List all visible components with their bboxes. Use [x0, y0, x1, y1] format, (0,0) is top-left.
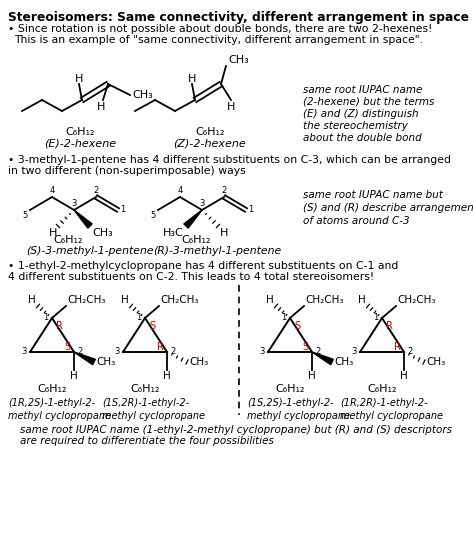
- Text: the stereochemistry: the stereochemistry: [303, 121, 408, 131]
- Text: H: H: [49, 228, 57, 238]
- Text: C₆H₁₂: C₆H₁₂: [65, 127, 95, 137]
- Text: same root IUPAC name: same root IUPAC name: [303, 85, 422, 95]
- Text: S: S: [302, 342, 308, 352]
- Text: H: H: [358, 295, 366, 305]
- Text: (1S,2S)-1-ethyl-2-
methyl cyclopropane: (1S,2S)-1-ethyl-2- methyl cyclopropane: [247, 398, 350, 421]
- Text: H₃C: H₃C: [163, 228, 184, 238]
- Text: 5: 5: [23, 211, 28, 220]
- Text: H: H: [97, 102, 105, 112]
- Text: are required to differentiate the four possibilities: are required to differentiate the four p…: [20, 436, 274, 446]
- Text: 4: 4: [177, 186, 182, 195]
- Text: 2: 2: [221, 186, 227, 195]
- Text: CH₃: CH₃: [92, 228, 113, 238]
- Text: 5: 5: [151, 211, 156, 220]
- Text: S: S: [149, 321, 155, 331]
- Text: 2: 2: [407, 348, 412, 356]
- Text: about the double bond: about the double bond: [303, 133, 422, 143]
- Text: H: H: [188, 74, 196, 84]
- Text: CH₂CH₃: CH₂CH₃: [160, 295, 199, 305]
- Text: H: H: [400, 371, 408, 381]
- Polygon shape: [184, 210, 202, 228]
- Text: 3: 3: [352, 348, 357, 356]
- Text: 1: 1: [281, 313, 286, 323]
- Text: 1: 1: [248, 206, 253, 214]
- Text: (1S,2R)-1-ethyl-2-
methyl cyclopropane: (1S,2R)-1-ethyl-2- methyl cyclopropane: [102, 398, 205, 421]
- Text: 1: 1: [120, 206, 125, 214]
- Text: 3: 3: [115, 348, 120, 356]
- Text: C₆H₁₂: C₆H₁₂: [37, 384, 67, 394]
- Text: This is an example of "same connectivity, different arrangement in space".: This is an example of "same connectivity…: [14, 35, 423, 45]
- Text: 3: 3: [260, 348, 265, 356]
- Text: (E)-2-hexene: (E)-2-hexene: [44, 139, 116, 149]
- Text: CH₂CH₃: CH₂CH₃: [67, 295, 106, 305]
- Text: 2: 2: [315, 348, 320, 356]
- Text: S: S: [294, 321, 300, 331]
- Text: C₆H₁₂: C₆H₁₂: [130, 384, 160, 394]
- Text: H: H: [70, 371, 78, 381]
- Text: • 1-ethyl-2-methylcyclopropane has 4 different substituents on C-1 and: • 1-ethyl-2-methylcyclopropane has 4 dif…: [8, 261, 398, 271]
- Text: 3: 3: [71, 199, 77, 208]
- Text: same root IUPAC name but: same root IUPAC name but: [303, 190, 443, 200]
- Text: 1: 1: [43, 313, 48, 323]
- Text: CH₃: CH₃: [132, 90, 153, 100]
- Text: of atoms around C-3: of atoms around C-3: [303, 216, 410, 226]
- Text: R: R: [157, 342, 164, 352]
- Text: H: H: [163, 371, 171, 381]
- Text: same root IUPAC name (1-ethyl-2-methyl cyclopropane) but (R) and (S) descriptors: same root IUPAC name (1-ethyl-2-methyl c…: [20, 425, 452, 435]
- Text: (2-hexene) but the terms: (2-hexene) but the terms: [303, 97, 434, 107]
- Text: 1: 1: [136, 313, 141, 323]
- Polygon shape: [312, 352, 333, 364]
- Text: C₆H₁₂: C₆H₁₂: [275, 384, 305, 394]
- Text: 3: 3: [22, 348, 27, 356]
- Text: CH₃: CH₃: [189, 357, 208, 367]
- Text: (1R,2S)-1-ethyl-2-
methyl cyclopropane: (1R,2S)-1-ethyl-2- methyl cyclopropane: [8, 398, 111, 421]
- Text: CH₂CH₃: CH₂CH₃: [397, 295, 436, 305]
- Text: H: H: [266, 295, 274, 305]
- Text: C₆H₁₂: C₆H₁₂: [195, 127, 225, 137]
- Text: (Z)-2-hexene: (Z)-2-hexene: [173, 139, 246, 149]
- Text: C₆H₁₂: C₆H₁₂: [53, 235, 83, 245]
- Text: CH₃: CH₃: [228, 55, 249, 65]
- Text: 1: 1: [373, 313, 378, 323]
- Text: (1R,2R)-1-ethyl-2-
methyl cyclopropane: (1R,2R)-1-ethyl-2- methyl cyclopropane: [340, 398, 443, 421]
- Text: CH₃: CH₃: [96, 357, 115, 367]
- Text: H: H: [308, 371, 316, 381]
- Text: 4 different substituents on C-2. This leads to 4 total stereoisomers!: 4 different substituents on C-2. This le…: [8, 272, 374, 282]
- Text: • Since rotation is not possible about double bonds, there are two 2-hexenes!: • Since rotation is not possible about d…: [8, 24, 432, 34]
- Text: H: H: [227, 102, 235, 112]
- Text: H: H: [75, 74, 83, 84]
- Text: 2: 2: [77, 348, 82, 356]
- Polygon shape: [74, 210, 92, 228]
- Text: 2: 2: [170, 348, 175, 356]
- Text: (R)-3-methyl-1-pentene: (R)-3-methyl-1-pentene: [153, 246, 281, 256]
- Text: 3: 3: [199, 199, 205, 208]
- Text: C₆H₁₂: C₆H₁₂: [367, 384, 397, 394]
- Text: H: H: [28, 295, 36, 305]
- Text: 4: 4: [49, 186, 55, 195]
- Text: S: S: [64, 342, 70, 352]
- Polygon shape: [74, 352, 95, 364]
- Text: (S) and (R) describe arrangement: (S) and (R) describe arrangement: [303, 203, 474, 213]
- Text: (E) and (Z) distinguish: (E) and (Z) distinguish: [303, 109, 419, 119]
- Text: CH₂CH₃: CH₂CH₃: [305, 295, 344, 305]
- Text: C₆H₁₂: C₆H₁₂: [181, 235, 211, 245]
- Text: R: R: [56, 321, 63, 331]
- Text: CH₃: CH₃: [334, 357, 353, 367]
- Text: R: R: [386, 321, 393, 331]
- Text: in two different (non-superimposable) ways: in two different (non-superimposable) wa…: [8, 166, 246, 176]
- Text: 2: 2: [93, 186, 99, 195]
- Text: H: H: [121, 295, 129, 305]
- Text: R: R: [394, 342, 401, 352]
- Text: Stereoisomers: Same connectivity, different arrangement in space: Stereoisomers: Same connectivity, differ…: [8, 11, 469, 24]
- Text: CH₃: CH₃: [426, 357, 445, 367]
- Text: (S)-3-methyl-1-pentene: (S)-3-methyl-1-pentene: [26, 246, 154, 256]
- Text: • 3-methyl-1-pentene has 4 different substituents on C-3, which can be arranged: • 3-methyl-1-pentene has 4 different sub…: [8, 155, 451, 165]
- Text: H: H: [220, 228, 228, 238]
